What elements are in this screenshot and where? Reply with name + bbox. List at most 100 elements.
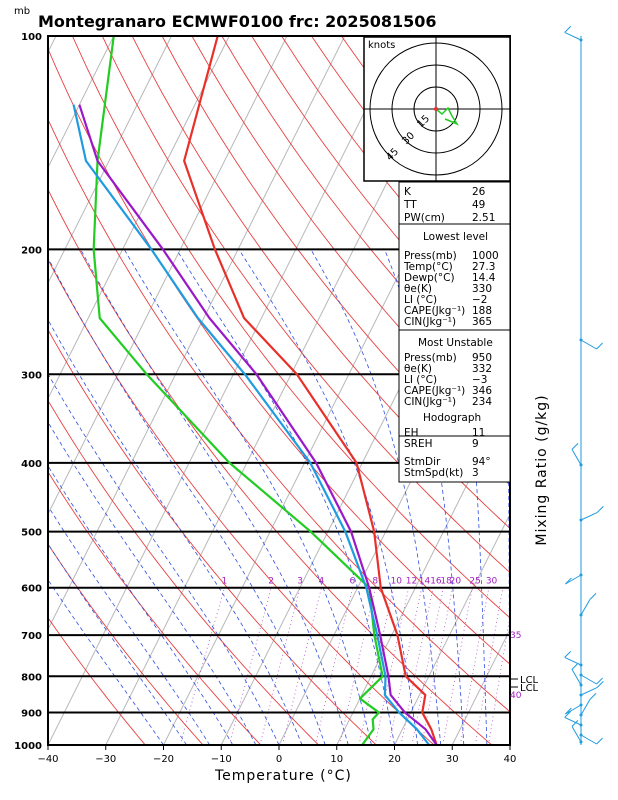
wind-barb-flag (596, 506, 604, 513)
wind-barb (580, 734, 597, 745)
mixing-ratio-label: 4 (318, 577, 324, 587)
isotherm-line (394, 512, 510, 745)
wind-barb-point (579, 693, 583, 697)
most-unstable-title: Most Unstable (418, 337, 493, 349)
isotherm-line (48, 36, 172, 285)
mixing-ratio-line (259, 587, 301, 745)
mixing-ratio-label: 12 (406, 577, 417, 587)
wind-barb-point (579, 703, 583, 707)
mu-cin-label: CIN(Jkg⁻¹) (404, 396, 456, 408)
mixing-ratio-line (488, 614, 510, 745)
mu-li-value: −3 (472, 374, 487, 386)
dry-adiabat-line (48, 543, 204, 745)
storm-motion-marker (434, 107, 438, 111)
wind-barb-point (579, 713, 583, 717)
wind-barb-flag (596, 342, 603, 350)
ll-press-label: Press(mb) (404, 250, 457, 262)
mixing-ratio-label: 14 (419, 577, 431, 587)
wind-barb-point (579, 338, 583, 342)
lcl-marker: LCL LCL (510, 675, 539, 694)
mixing-ratio-line (474, 587, 504, 745)
isotherm-line (48, 36, 346, 631)
wind-barb-point (579, 733, 583, 737)
mu-cape-label: CAPE(Jkg⁻¹) (404, 385, 465, 397)
wind-barb-point (579, 740, 583, 744)
wind-barb (564, 716, 582, 726)
mixing-ratio-line (282, 587, 322, 745)
ll-cin-value: 365 (472, 316, 492, 328)
wind-barb-point (579, 573, 583, 577)
mixing-ratio-label: 40 (510, 691, 522, 701)
x-tick-label: −30 (95, 754, 116, 765)
hodograph-trace (435, 106, 459, 126)
dry-adiabat-line (161, 36, 510, 486)
ll-temp-label: Temp(°C) (403, 261, 453, 273)
y-axis-ticks: 100 200 300 400 500 600 700 800 900 1000 (14, 32, 42, 752)
pressure-tick-label: 1000 (14, 741, 42, 752)
isotherm-line (568, 36, 618, 745)
dry-adiabat-line (48, 399, 319, 745)
mixing-ratio-label: 6 (350, 577, 356, 587)
wind-barb-flag (596, 737, 603, 745)
isotherm-line (48, 36, 403, 745)
moist-adiabat-line (48, 421, 257, 745)
wind-barb-point (579, 673, 583, 677)
sounding-series-2 (78, 104, 438, 745)
pressure-tick-label: 800 (21, 672, 42, 683)
mu-thetae-label: θe(K) (404, 363, 432, 375)
x-tick-label: 40 (504, 754, 517, 765)
ll-thetae-label: θe(K) (404, 283, 432, 295)
wind-barb-flag (571, 443, 579, 450)
mixing-ratio-line (442, 587, 473, 745)
wind-barb-flag (564, 711, 572, 718)
idx-k-value: 26 (472, 186, 486, 198)
mixing-ratio-label: 25 (469, 577, 480, 587)
x-tick-label: 20 (388, 754, 401, 765)
wind-barb (571, 726, 582, 743)
sreh-value: 9 (472, 438, 479, 450)
x-axis-ticks: −40 −30 −20 −10 0 10 20 30 40 (37, 745, 516, 765)
ll-temp-value: 27.3 (472, 261, 495, 273)
wind-barb-flag (571, 720, 579, 727)
chart-title: Montegranaro ECMWF0100 frc: 2025081506 (38, 12, 437, 31)
ll-cape-label: CAPE(Jkg⁻¹) (404, 305, 465, 317)
moist-adiabat-line (176, 249, 395, 745)
idx-tt-value: 49 (472, 199, 485, 211)
wind-barb-flag (564, 26, 572, 33)
dry-adiabat-line (191, 36, 510, 444)
x-tick-label: −40 (37, 754, 58, 765)
wind-barb-flag (571, 663, 579, 670)
wind-barb-flag (565, 707, 572, 715)
wind-barb-flag (564, 651, 572, 658)
dry-adiabat-line (48, 471, 262, 745)
eh-label: EH (404, 427, 419, 439)
isotherm-line (509, 743, 510, 745)
wind-barb (580, 699, 591, 716)
mixing-ratio-label: 10 (391, 577, 403, 587)
wind-barb (564, 31, 582, 41)
eh-value: 11 (472, 427, 485, 439)
stmspd-value: 3 (472, 467, 479, 479)
wind-barb-flag (589, 593, 597, 600)
pressure-tick-label: 700 (21, 631, 42, 642)
sreh-label: SREH (404, 438, 433, 450)
mixing-ratio-label: 1 (222, 577, 228, 587)
mixing-ratio-label: 35 (510, 631, 521, 641)
hodograph-title: Hodograph (423, 412, 481, 424)
dry-adiabat-line (48, 328, 377, 745)
moist-adiabat-line (238, 249, 418, 745)
mixing-ratio-label: 30 (486, 577, 498, 587)
sounding-series-1 (92, 36, 384, 745)
dry-adiabat-line (71, 36, 510, 619)
mixing-ratio-label: 8 (372, 577, 378, 587)
ll-thetae-value: 330 (472, 283, 492, 295)
pressure-tick-label: 100 (21, 32, 42, 43)
wind-barb-point (579, 463, 583, 467)
mixing-ratio-label: 3 (297, 577, 303, 587)
mu-press-label: Press(mb) (404, 352, 457, 364)
wind-barb-profile (564, 26, 604, 745)
x-tick-label: 0 (276, 754, 282, 765)
mu-li-label: LI (°C) (404, 374, 437, 386)
